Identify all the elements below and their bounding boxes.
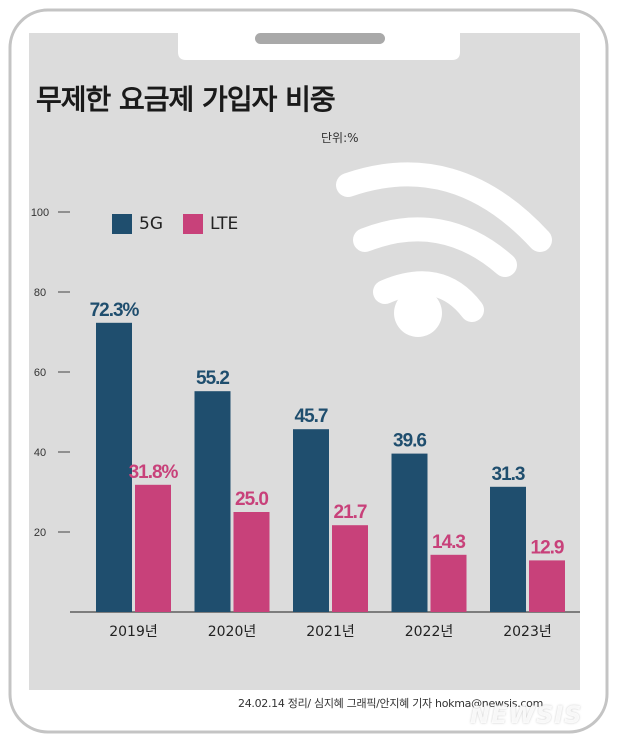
wifi-icon bbox=[336, 162, 552, 337]
wifi-arc-inner bbox=[373, 271, 484, 322]
legend: 5G LTE bbox=[112, 214, 258, 234]
data-label-lte: 31.8% bbox=[129, 462, 179, 483]
data-labels: 72.3% 31.8% 55.2 25.0 45.7 21.7 39.6 14.3 31.3 12… bbox=[90, 300, 565, 559]
x-axis: 2019년 2020년 2021년 2022년 2023년 bbox=[109, 624, 552, 640]
data-label-lte: 21.7 bbox=[334, 502, 367, 523]
data-label-5g: 31.3 bbox=[492, 464, 525, 485]
data-label-5g: 45.7 bbox=[295, 406, 328, 427]
data-label-5g: 55.2 bbox=[196, 368, 229, 389]
y-tick-label: 100 bbox=[31, 207, 49, 219]
bars bbox=[96, 322, 565, 612]
bar-5g bbox=[96, 322, 132, 612]
watermark: NEWSIS bbox=[470, 701, 583, 729]
legend-label-5g: 5G bbox=[139, 214, 163, 234]
legend-label-lte: LTE bbox=[210, 214, 239, 234]
data-label-5g: 39.6 bbox=[393, 431, 426, 452]
chart-title: 무제한 요금제 가입자 비중 bbox=[36, 83, 336, 116]
x-tick-label: 2021년 bbox=[306, 624, 355, 640]
bar-lte bbox=[332, 525, 368, 612]
y-tick-label: 40 bbox=[34, 447, 46, 459]
wifi-arc-outer bbox=[336, 162, 552, 252]
data-label-5g: 72.3% bbox=[90, 300, 140, 321]
wifi-dot bbox=[394, 289, 442, 337]
x-tick-label: 2019년 bbox=[109, 624, 158, 640]
data-label-lte: 12.9 bbox=[531, 537, 564, 558]
y-tick-label: 80 bbox=[34, 287, 46, 299]
bar-lte bbox=[233, 512, 270, 612]
credit-line: 24.02.14 정리/ 심지혜 그래픽/안지혜 기자 hokma@newsis… bbox=[238, 697, 544, 710]
bar-lte bbox=[430, 554, 467, 612]
bar-5g bbox=[490, 486, 526, 612]
bar-5g bbox=[391, 453, 428, 612]
bar-5g bbox=[293, 429, 329, 612]
data-label-lte: 25.0 bbox=[235, 489, 268, 510]
wifi-arc-middle bbox=[353, 217, 517, 277]
x-tick-label: 2023년 bbox=[503, 624, 552, 640]
phone-speaker bbox=[255, 33, 385, 44]
bar-lte bbox=[135, 484, 171, 612]
legend-swatch-lte bbox=[183, 214, 203, 234]
x-tick-label: 2022년 bbox=[405, 624, 454, 640]
x-tick-label: 2020년 bbox=[208, 624, 257, 640]
data-label-lte: 14.3 bbox=[432, 532, 465, 553]
y-tick-label: 60 bbox=[34, 367, 46, 379]
unit-label: 단위:% bbox=[321, 131, 359, 145]
y-tick-label: 20 bbox=[34, 527, 46, 539]
bar-lte bbox=[529, 560, 565, 612]
legend-swatch-5g bbox=[112, 214, 132, 234]
bar-5g bbox=[194, 391, 231, 612]
